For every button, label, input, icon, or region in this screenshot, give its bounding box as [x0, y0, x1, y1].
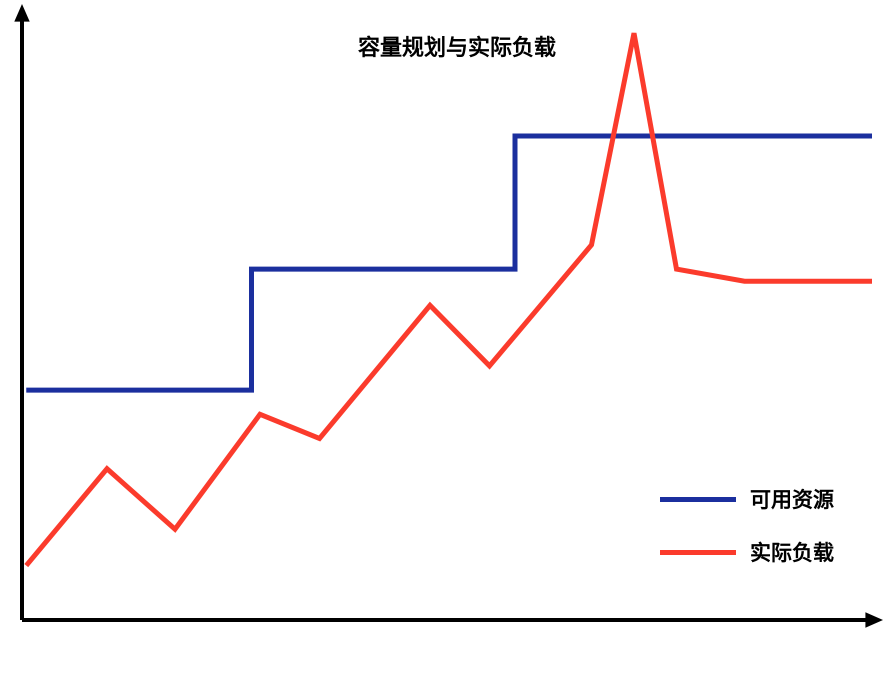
legend-label-actual-load: 实际负载	[750, 537, 834, 567]
chart-title: 容量规划与实际负载	[358, 30, 556, 62]
legend-swatch-actual-load	[660, 550, 736, 555]
legend: 可用资源 实际负载	[660, 484, 834, 567]
legend-row-actual-load: 实际负载	[660, 537, 834, 567]
chart-container: 容量规划与实际负载 可用资源 实际负载	[0, 0, 890, 676]
chart-svg	[0, 0, 890, 676]
legend-row-available-resources: 可用资源	[660, 484, 834, 514]
legend-label-available-resources: 可用资源	[750, 484, 834, 514]
legend-swatch-available-resources	[660, 497, 736, 502]
